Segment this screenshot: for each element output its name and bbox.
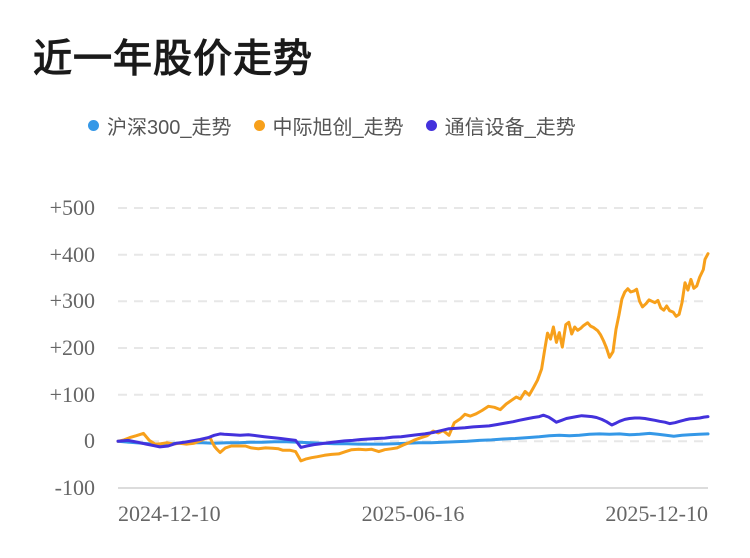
legend-item-3[interactable]: 通信设备_走势 xyxy=(425,111,576,140)
x-axis-tick-label: 2024-12-10 xyxy=(118,501,221,526)
page-title: 近一年股价走势 xyxy=(33,38,314,81)
legend-item-label: 沪深300_走势 xyxy=(107,117,232,139)
y-axis-tick-label: +400 xyxy=(49,241,95,267)
chart-legend: 沪深300_走势 中际旭创_走势 通信设备_走势 xyxy=(88,111,576,140)
legend-dot-icon xyxy=(253,120,265,131)
y-axis-tick-label: +100 xyxy=(49,381,95,407)
y-axis-tick-label: +500 xyxy=(49,195,95,220)
x-axis-tick-label: 2025-12-10 xyxy=(605,501,708,526)
legend-dot-icon xyxy=(425,120,437,131)
y-axis-tick-label: +300 xyxy=(49,288,95,314)
legend-item-label: 中际旭创_走势 xyxy=(272,117,404,139)
legend-item-1[interactable]: 沪深300_走势 xyxy=(88,111,232,140)
legend-item-label: 通信设备_走势 xyxy=(444,117,576,139)
legend-dot-icon xyxy=(88,120,99,131)
y-axis-tick-label: -100 xyxy=(54,475,95,500)
y-axis-tick-label: 0 xyxy=(84,428,95,454)
x-axis-tick-label: 2025-06-16 xyxy=(361,501,465,526)
y-axis-tick-label: +200 xyxy=(49,335,95,360)
legend-item-2[interactable]: 中际旭创_走势 xyxy=(253,111,404,140)
